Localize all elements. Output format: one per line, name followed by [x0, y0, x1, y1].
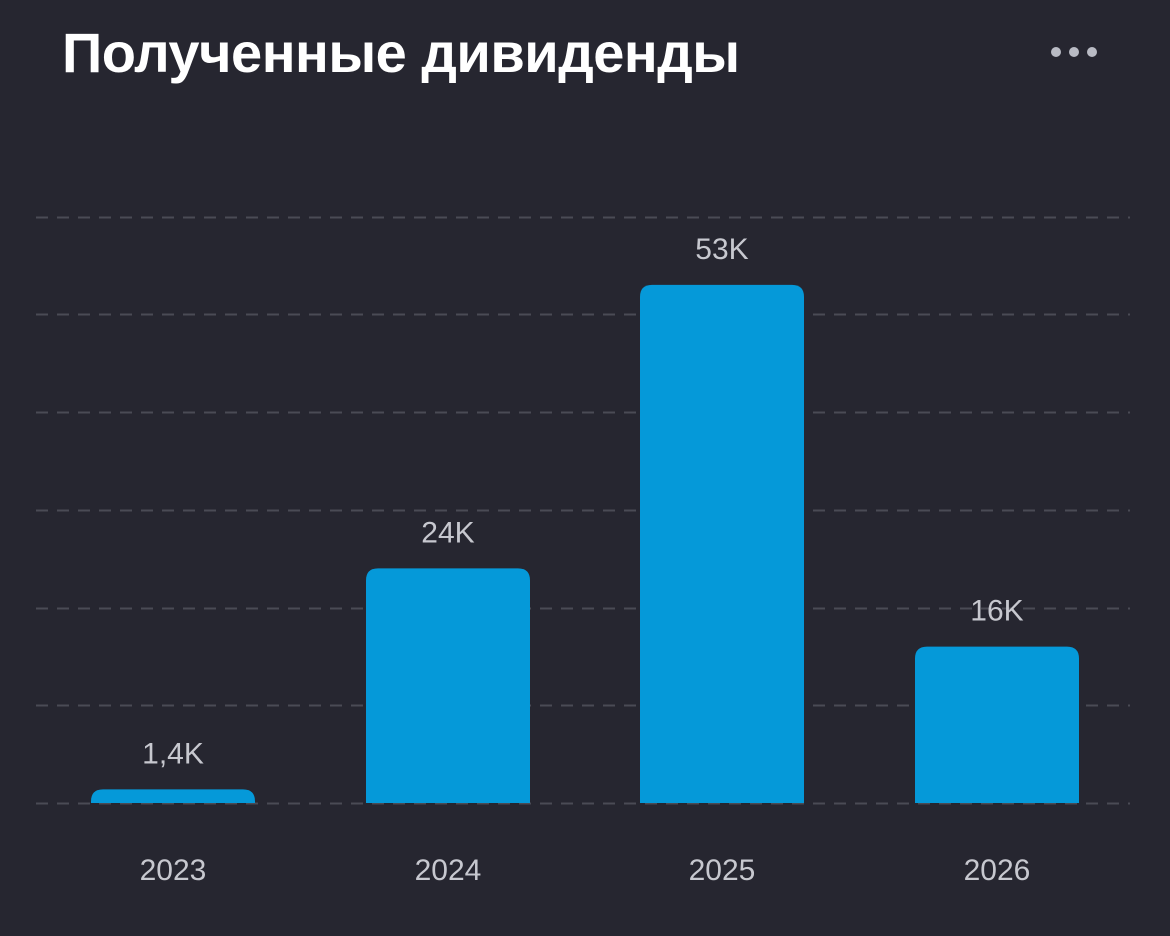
bar-value-label: 53K [695, 233, 748, 266]
more-horizontal-icon [1051, 47, 1061, 57]
more-horizontal-icon [1069, 47, 1079, 57]
bar-2023 [91, 789, 255, 803]
bar-2024 [366, 568, 530, 803]
more-horizontal-icon [1087, 47, 1097, 57]
bar-value-label: 24K [421, 516, 474, 549]
x-tick-label: 2026 [964, 854, 1031, 887]
x-tick-label: 2023 [140, 854, 207, 887]
page-title: Полученные дивиденды [62, 21, 740, 84]
x-tick-label: 2024 [415, 854, 482, 887]
bar-value-label: 1,4K [142, 737, 204, 770]
bar-2025 [640, 284, 804, 803]
x-axis-ticks: 2023 2024 2025 2026 [140, 854, 1031, 887]
bar-value-labels: 1,4K 24K 53K 16K [142, 233, 1024, 770]
more-options-button[interactable] [1036, 34, 1112, 70]
x-tick-label: 2025 [689, 854, 756, 887]
bars [91, 284, 1079, 803]
bar-value-label: 16K [970, 595, 1023, 628]
bar-2026 [915, 646, 1079, 803]
